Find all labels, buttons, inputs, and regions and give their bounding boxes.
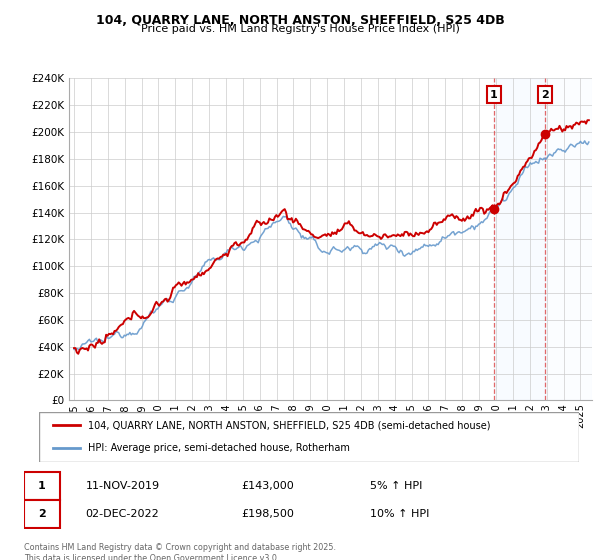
Text: 2: 2: [38, 509, 46, 519]
Bar: [24, 500, 60, 528]
Text: HPI: Average price, semi-detached house, Rotherham: HPI: Average price, semi-detached house,…: [88, 444, 349, 454]
Text: 10% ↑ HPI: 10% ↑ HPI: [370, 509, 430, 519]
Text: Contains HM Land Registry data © Crown copyright and database right 2025.
This d: Contains HM Land Registry data © Crown c…: [24, 543, 336, 560]
Bar: [494, 78, 545, 400]
Text: £198,500: £198,500: [242, 509, 295, 519]
Text: 1: 1: [490, 90, 498, 100]
Bar: [545, 78, 592, 400]
Text: 2: 2: [541, 90, 549, 100]
Text: 104, QUARRY LANE, NORTH ANSTON, SHEFFIELD, S25 4DB (semi-detached house): 104, QUARRY LANE, NORTH ANSTON, SHEFFIEL…: [88, 420, 490, 430]
Text: Price paid vs. HM Land Registry's House Price Index (HPI): Price paid vs. HM Land Registry's House …: [140, 24, 460, 34]
Text: £143,000: £143,000: [242, 481, 295, 491]
Text: 11-NOV-2019: 11-NOV-2019: [85, 481, 160, 491]
Text: 5% ↑ HPI: 5% ↑ HPI: [370, 481, 422, 491]
Text: 02-DEC-2022: 02-DEC-2022: [85, 509, 159, 519]
Text: 1: 1: [38, 481, 46, 491]
Text: 104, QUARRY LANE, NORTH ANSTON, SHEFFIELD, S25 4DB: 104, QUARRY LANE, NORTH ANSTON, SHEFFIEL…: [95, 14, 505, 27]
Bar: [24, 472, 60, 500]
